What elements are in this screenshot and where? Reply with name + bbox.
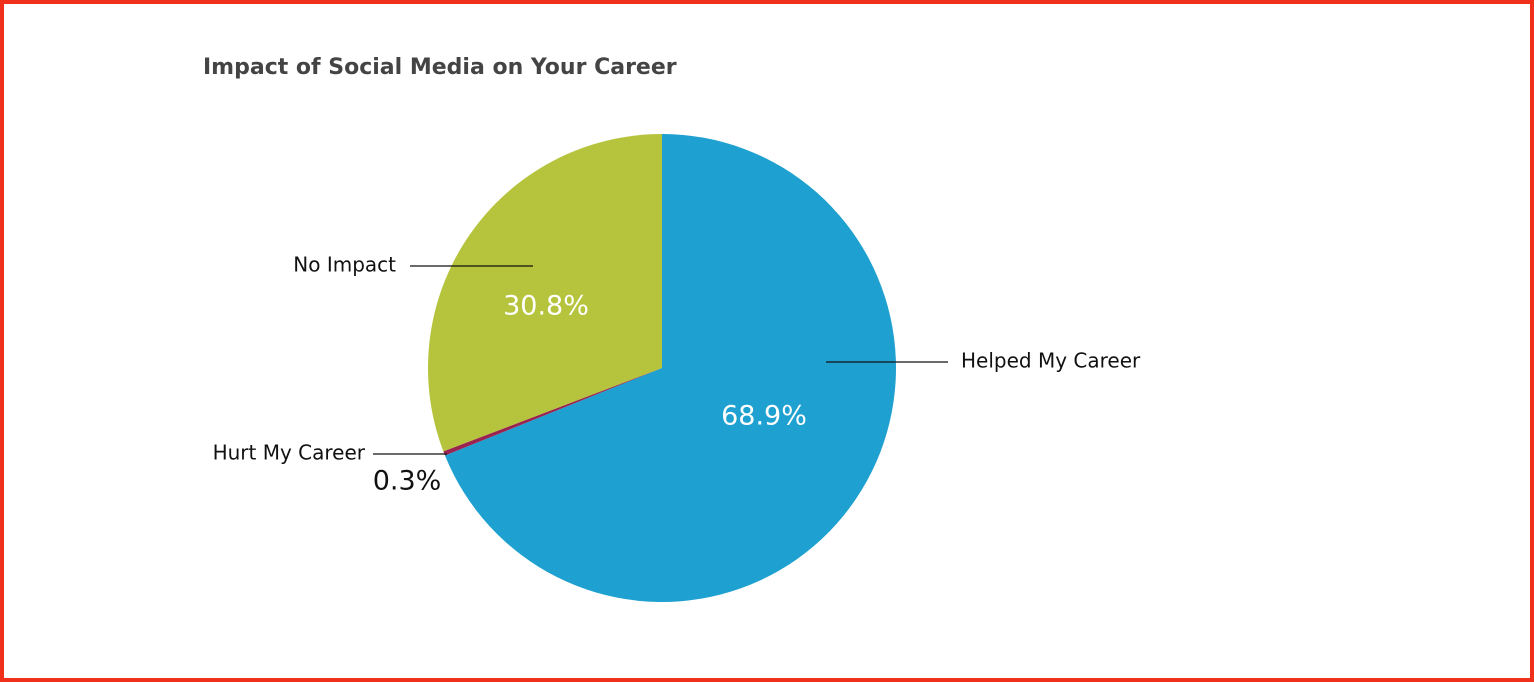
category-label: Hurt My Career	[213, 441, 366, 465]
value-label: 30.8%	[503, 291, 589, 322]
category-label: No Impact	[293, 253, 396, 277]
pie-slice	[428, 134, 662, 452]
pie-slice	[443, 368, 662, 456]
value-label: 68.9%	[721, 401, 807, 432]
chart-title: Impact of Social Media on Your Career	[203, 55, 677, 80]
pie-slice	[444, 134, 897, 602]
category-label: Helped My Career	[961, 349, 1141, 373]
value-label: 0.3%	[373, 466, 442, 497]
